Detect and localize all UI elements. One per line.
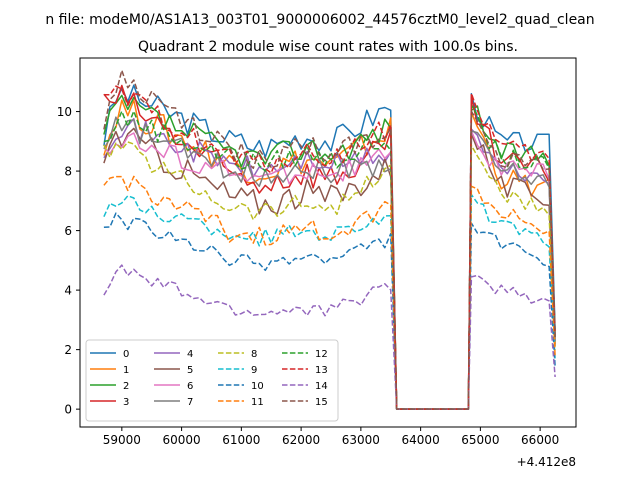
legend-item: 2 [90, 381, 129, 392]
y-tick-label: 6 [64, 224, 72, 238]
legend-label: 11 [251, 397, 264, 408]
x-tick-label: 62000 [282, 433, 320, 447]
y-tick-label: 4 [64, 284, 72, 298]
legend-item: 3 [90, 397, 129, 408]
x-tick-label: 66000 [521, 433, 559, 447]
y-axis: 0 2 4 6 8 10 [57, 105, 80, 417]
x-tick-label: 64000 [402, 433, 440, 447]
legend-item: 14 [282, 381, 328, 392]
legend-item: 5 [154, 365, 193, 376]
series-line-12 [103, 104, 556, 410]
legend-label: 9 [251, 365, 257, 376]
series-line-14 [103, 264, 556, 410]
x-tick-label: 61000 [222, 433, 260, 447]
legend-item: 7 [154, 397, 193, 408]
legend-label: 13 [315, 365, 328, 376]
y-tick-label: 10 [57, 105, 72, 119]
y-tick-label: 8 [64, 165, 72, 179]
legend-item: 15 [282, 397, 328, 408]
y-tick-label: 0 [64, 403, 72, 417]
axes-frame [79, 57, 577, 428]
series-line-7 [103, 116, 556, 410]
series-layer [103, 69, 556, 410]
legend-frame [85, 339, 339, 422]
legend-item: 13 [282, 365, 328, 376]
legend-item: 8 [218, 349, 257, 360]
legend-label: 14 [315, 381, 328, 392]
x-axis: 59000 60000 61000 62000 63000 64000 65000 66000 [103, 427, 559, 447]
x-tick-label: 60000 [162, 433, 200, 447]
legend-label: 4 [187, 349, 193, 360]
legend-label: 6 [187, 381, 193, 392]
series-line-11 [103, 175, 556, 410]
series-line-3 [103, 84, 556, 410]
legend-item: 4 [154, 349, 193, 360]
legend-item: 1 [90, 365, 129, 376]
series-line-15 [103, 69, 556, 410]
series-line-9 [103, 193, 556, 410]
legend-item: 0 [90, 349, 129, 360]
figure-suptitle: n file: modeM0/AS1A13_003T01_9000006002_… [45, 12, 594, 28]
legend-label: 7 [187, 397, 193, 408]
x-tick-label: 63000 [342, 433, 380, 447]
x-tick-label: 59000 [103, 433, 141, 447]
y-tick-label: 2 [64, 343, 72, 357]
series-line-0 [103, 84, 556, 410]
legend-label: 0 [123, 349, 129, 360]
legend-label: 3 [123, 397, 129, 408]
legend-item: 10 [218, 381, 264, 392]
series-line-10 [103, 212, 556, 410]
chart-title: Quadrant 2 module wise count rates with … [138, 39, 518, 55]
series-line-6 [103, 130, 556, 410]
legend-item: 11 [218, 397, 264, 408]
legend-label: 5 [187, 365, 193, 376]
legend-item: 9 [218, 365, 257, 376]
legend-label: 8 [251, 349, 257, 360]
legend-label: 2 [123, 381, 129, 392]
legend-item: 12 [282, 349, 328, 360]
legend-label: 1 [123, 365, 129, 376]
legend-item: 6 [154, 381, 193, 392]
legend-label: 15 [315, 397, 328, 408]
series-line-2 [103, 94, 556, 410]
x-axis-offset-label: +4.412e8 [517, 455, 576, 469]
x-tick-label: 65000 [461, 433, 499, 447]
legend-label: 12 [315, 349, 328, 360]
series-line-8 [103, 141, 556, 410]
legend-label: 10 [251, 381, 264, 392]
series-line-13 [103, 85, 556, 410]
